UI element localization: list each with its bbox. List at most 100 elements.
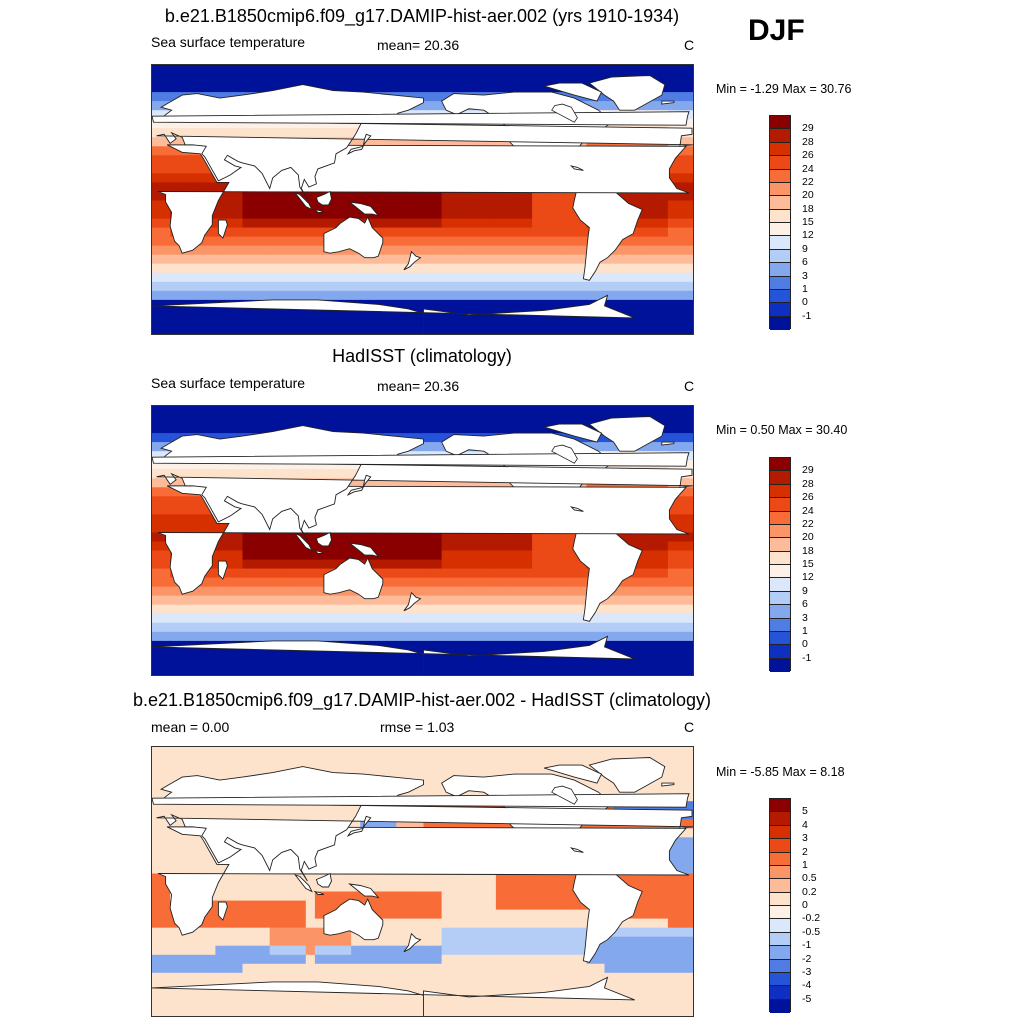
field-cell [686,451,693,461]
field-cell [278,218,289,229]
field-cell [278,227,289,238]
field-cell [351,622,361,633]
field-cell [152,909,162,920]
field-cell [314,200,325,211]
field-cell [595,65,606,75]
field-cell [568,92,578,102]
field-cell [649,281,660,292]
field-cell [342,65,352,75]
field-cell [676,604,687,615]
field-cell [323,218,334,229]
field-cell [251,810,262,820]
field-cell [152,308,162,319]
field-cell [396,245,406,256]
field-cell [432,873,443,884]
field-cell [423,272,434,283]
colorbar-tick-label: 28 [802,135,814,148]
field-cell [495,658,506,669]
field-cell [514,191,524,202]
field-cell [613,272,624,283]
colorbar-tick-label: 26 [802,149,814,162]
field-cell [686,218,693,229]
field-cell [360,604,370,615]
field-cell [305,622,316,633]
field-cell [450,83,461,93]
field-cell [504,668,515,675]
field-cell [468,756,479,766]
field-cell [161,218,171,229]
field-cell [640,586,651,597]
field-cell [152,783,162,793]
field-cell [161,918,171,929]
field-cell [333,532,343,543]
field-cell [152,595,162,606]
field-cell [477,550,488,561]
field-cell [242,469,253,479]
field-cell [486,218,497,229]
field-cell [504,900,515,911]
field-cell [676,586,687,597]
field-cell [432,272,443,283]
field-cell [577,254,588,265]
field-cell [658,640,669,651]
field-cell [387,577,397,588]
field-cell [197,83,207,93]
field-cell [296,631,307,642]
field-cell [450,586,461,597]
field-cell [414,891,425,902]
field-cell [676,613,687,624]
field-cell [233,308,244,319]
field-cell [269,272,280,283]
field-cell [179,604,189,615]
field-cell [414,415,425,425]
field-cell [170,864,180,874]
field-cell [305,604,316,615]
field-cell [233,290,244,301]
field-cell [152,828,162,838]
field-cell [396,900,406,911]
field-cell [468,900,479,911]
field-cell [360,613,370,624]
field-cell [514,227,524,238]
field-cell [568,406,578,416]
field-cell [432,254,443,265]
field-cell [441,774,452,784]
field-cell [215,424,226,434]
field-cell [423,263,434,274]
field-cell [161,909,171,920]
field-cell [170,936,180,947]
field-cell [197,927,207,938]
field-cell [613,65,624,75]
field-cell [686,182,693,192]
field-cell [396,308,406,319]
field-cell [649,290,660,301]
field-cell [215,577,226,588]
field-cell [450,415,461,425]
field-cell [477,577,488,588]
field-cell [640,559,651,570]
field-cell [486,891,497,902]
field-cell [405,586,416,597]
field-cell [342,406,352,416]
field-cell [342,128,352,138]
continent-outline [544,423,603,443]
field-cell [459,83,470,93]
field-cell [640,631,651,642]
field-cell [342,327,352,334]
field-cell [568,290,578,301]
field-cell [260,308,271,319]
field-cell [233,227,244,238]
field-cell [532,668,542,675]
field-cell [323,765,334,775]
colorbar-swatch [770,605,790,619]
field-cell [360,65,370,75]
field-cell [523,263,533,274]
field-cell [468,317,479,328]
field-cell [260,209,271,220]
field-cell [649,668,660,675]
field-cell [342,281,352,292]
field-cell [468,236,479,247]
field-cell [351,74,361,84]
field-cell [514,254,524,265]
colorbar-swatch [770,511,790,525]
